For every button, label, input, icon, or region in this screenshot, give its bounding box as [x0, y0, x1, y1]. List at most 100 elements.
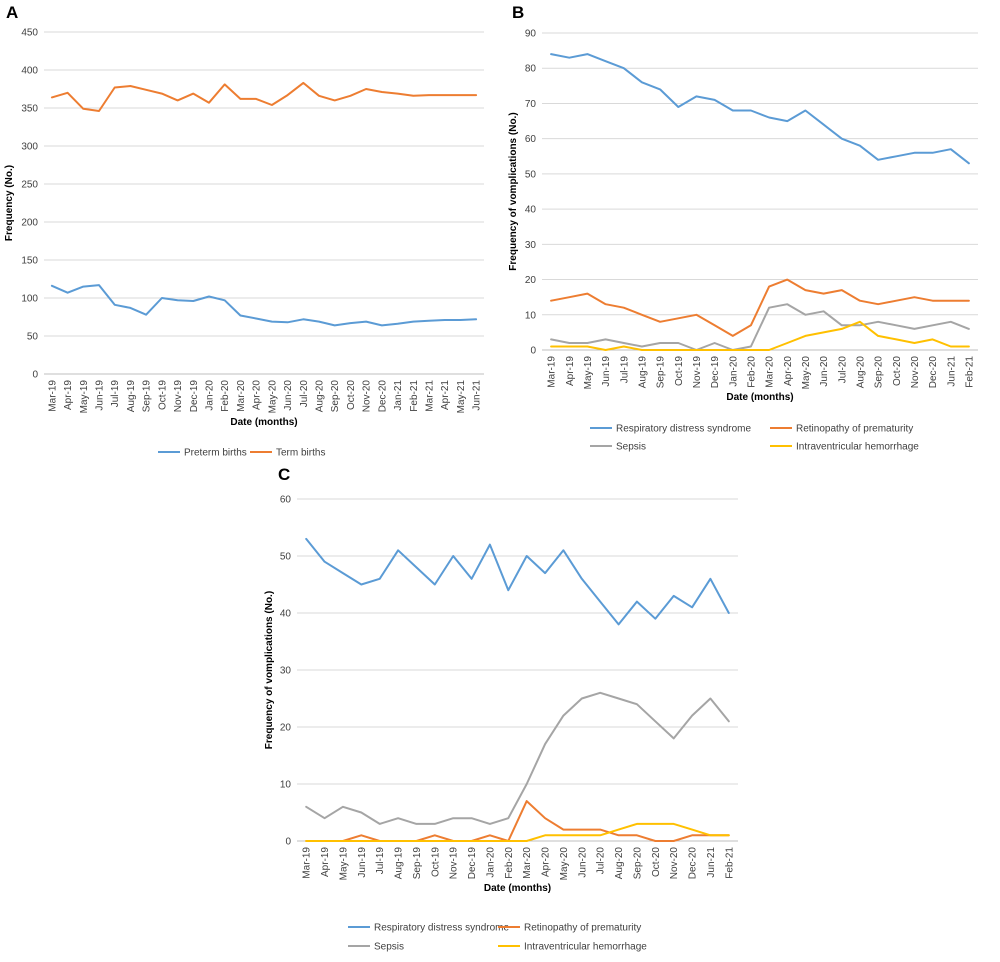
x-tick-label: May-20	[267, 380, 278, 414]
x-tick-label: May-20	[801, 356, 812, 390]
y-tick-label: 0	[32, 370, 38, 381]
panel-c-series	[305, 537, 730, 842]
panel-b-series	[550, 53, 970, 351]
x-tick-label: Jun-21	[946, 356, 957, 387]
x-tick-label: Apr-21	[440, 380, 451, 410]
x-tick-label: Sep-20	[330, 380, 341, 413]
x-tick-label: Jul-20	[596, 847, 607, 875]
legend-label-2: Sepsis	[616, 442, 646, 453]
x-tick-label: Aug-20	[614, 847, 625, 880]
panel-a-legend: Preterm births Term births	[158, 448, 325, 459]
legend-label-3: Intraventricular hemorrhage	[796, 442, 919, 453]
x-tick-label: Feb-21	[964, 356, 975, 388]
x-tick-label: Dec-20	[928, 356, 939, 389]
x-tick-label: Oct-19	[674, 356, 685, 386]
x-tick-label: Oct-20	[346, 380, 357, 410]
x-tick-label: Jul-19	[110, 380, 121, 408]
x-tick-label: Jul-19	[619, 356, 630, 384]
x-tick-label: Dec-20	[377, 380, 388, 413]
x-tick-label: Jan-20	[485, 847, 496, 878]
x-tick-label: Aug-19	[126, 380, 137, 413]
y-tick-label: 250	[21, 180, 38, 191]
x-tick-label: Jun-20	[283, 380, 294, 411]
x-tick-label: Apr-20	[783, 356, 794, 386]
x-tick-label: Jul-20	[299, 380, 310, 408]
y-tick-label: 300	[21, 142, 38, 153]
panel-c-y-ticks: 0 10 20 30 40 50 60	[280, 495, 292, 848]
x-tick-label: Dec-20	[688, 847, 699, 880]
x-tick-label: May-19	[79, 380, 90, 414]
panel-letter-c: C	[278, 465, 290, 484]
x-tick-label: Jan-21	[393, 380, 404, 411]
x-tick-label: May-19	[583, 356, 594, 390]
x-tick-label: Jun-19	[95, 380, 106, 411]
x-tick-label: Aug-20	[315, 380, 326, 413]
series-line-2	[305, 691, 730, 825]
panel-b-y-ticks: 0 10 20 30 40 50 60 70 80 90	[525, 29, 537, 357]
x-tick-label: Mar-20	[765, 356, 776, 388]
panel-b-gridlines	[542, 32, 978, 351]
x-tick-label: Dec-19	[710, 356, 721, 389]
panel-c-legend: Respiratory distress syndrome Retinopathy…	[348, 923, 647, 953]
panel-a-y-axis-title: Frequency (No.)	[4, 165, 15, 241]
x-tick-label: Jul-20	[837, 356, 848, 384]
x-tick-label: Aug-19	[394, 847, 405, 880]
series-line-2	[550, 303, 970, 351]
x-tick-label: Mar-19	[47, 380, 58, 412]
x-tick-label: Dec-19	[189, 380, 200, 413]
x-tick-label: Aug-19	[637, 356, 648, 389]
series-line-3	[305, 822, 730, 842]
y-tick-label: 50	[525, 169, 537, 180]
x-tick-label: Sep-20	[632, 847, 643, 880]
x-tick-label: Feb-20	[746, 356, 757, 388]
panel-c: C 0 10 20 30 40 50 60 Mar-19 Apr-19 May-19 Jun-19…	[264, 465, 738, 953]
x-tick-label: May-20	[559, 847, 570, 881]
panel-letter-b: B	[512, 3, 524, 22]
panel-b-x-ticks: Mar-19 Apr-19 May-19 Jun-19 Jul-19 Aug-19 Sep-…	[547, 356, 976, 390]
x-tick-label: Dec-19	[467, 847, 478, 880]
y-tick-label: 150	[21, 256, 38, 267]
x-tick-label: May-21	[456, 380, 467, 414]
x-tick-label: Jan-20	[728, 356, 739, 387]
series-line-0	[550, 53, 970, 165]
y-tick-label: 50	[280, 552, 292, 563]
x-tick-label: Mar-20	[236, 380, 247, 412]
panel-a-x-ticks: Mar-19 Apr-19 May-19 Jun-19 Jul-19 Aug-19 Sep-…	[47, 380, 482, 414]
x-tick-label: Nov-19	[449, 847, 460, 880]
panel-c-x-ticks: Mar-19 Apr-19 May-19 Jun-19 Jul-19 Aug-19 Sep-…	[302, 847, 736, 881]
x-tick-label: Apr-19	[565, 356, 576, 386]
x-tick-label: Jan-20	[205, 380, 216, 411]
y-tick-label: 10	[525, 310, 537, 321]
panel-c-gridlines	[297, 498, 738, 842]
y-tick-label: 60	[525, 134, 537, 145]
panel-b-legend: Respiratory distress syndrome Retinopathy…	[590, 424, 919, 453]
panel-b-y-axis-title: Frequency of vomplications (No.)	[508, 112, 519, 270]
y-tick-label: 0	[530, 346, 536, 357]
legend-label-0: Preterm births	[184, 448, 247, 459]
x-tick-label: Nov-20	[910, 356, 921, 389]
legend-label-1: Retinopathy of prematurity	[524, 923, 641, 934]
x-tick-label: Oct-20	[892, 356, 903, 386]
y-tick-label: 20	[280, 723, 292, 734]
x-tick-label: Nov-19	[692, 356, 703, 389]
y-tick-label: 450	[21, 28, 38, 39]
legend-label-1: Term births	[276, 448, 325, 459]
y-tick-label: 80	[525, 64, 537, 75]
panel-b: B 0 10 20 30 40 50 60 70 80 90 Mar-19 Apr-19 May-19…	[508, 3, 978, 453]
x-tick-label: Oct-19	[430, 847, 441, 877]
x-tick-label: Apr-19	[63, 380, 74, 410]
x-tick-label: Feb-21	[409, 380, 420, 412]
panel-c-x-axis-title: Date (months)	[484, 883, 551, 894]
x-tick-label: Feb-20	[504, 847, 515, 879]
series-line-1	[550, 278, 970, 337]
legend-label-2: Sepsis	[374, 942, 404, 953]
y-tick-label: 40	[280, 609, 292, 620]
x-tick-label: Mar-19	[547, 356, 558, 388]
y-tick-label: 10	[280, 780, 292, 791]
x-tick-label: May-19	[338, 847, 349, 881]
legend-label-0: Respiratory distress syndrome	[616, 424, 751, 435]
y-tick-label: 20	[525, 275, 537, 286]
y-tick-label: 400	[21, 66, 38, 77]
series-line-0	[305, 537, 730, 626]
